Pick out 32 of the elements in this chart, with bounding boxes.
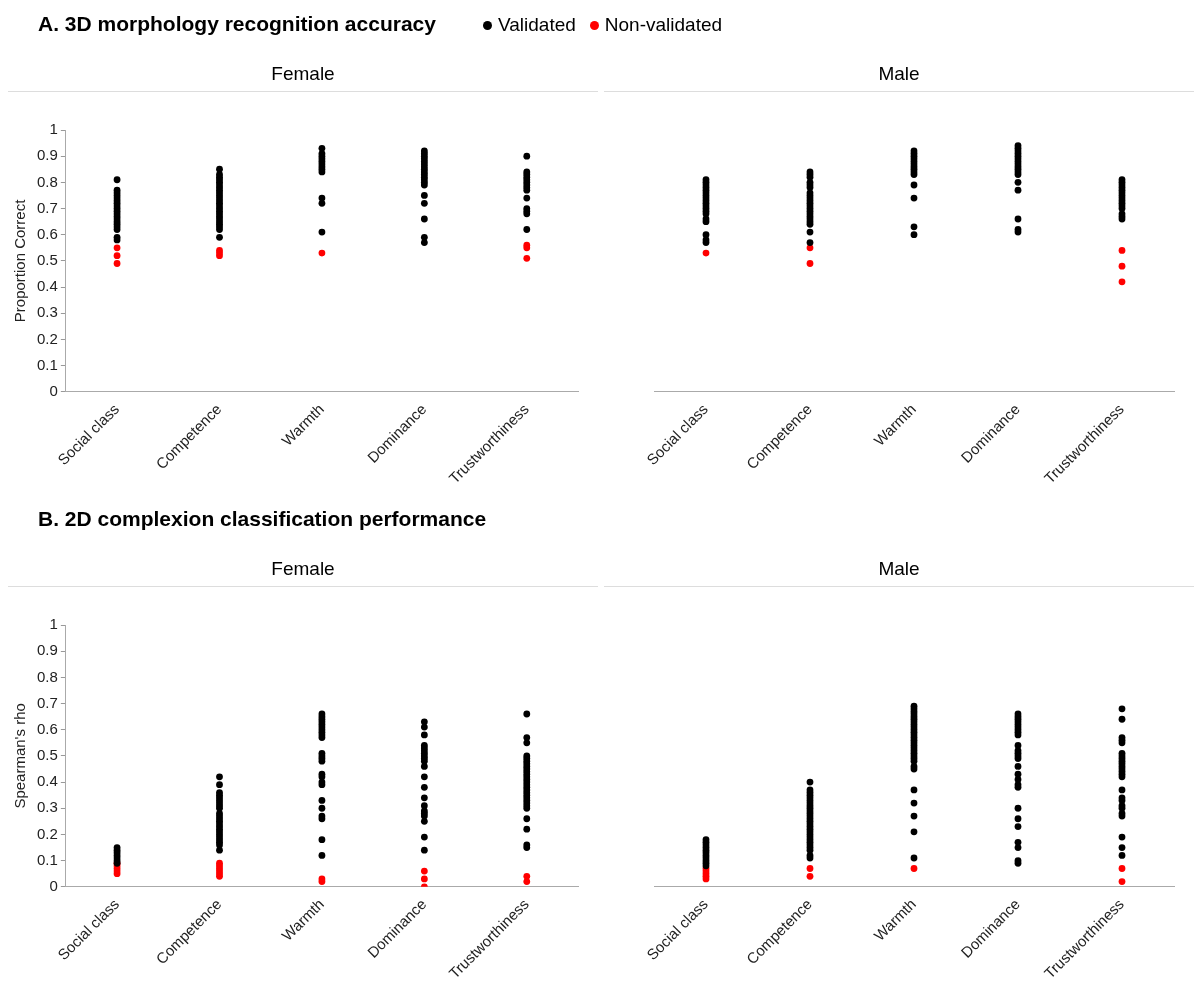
- y-tick-label: 1: [49, 120, 58, 138]
- y-tick-label: 0.4: [36, 772, 58, 790]
- y-tick-label: 0.5: [36, 746, 58, 764]
- y-tick-label: 0.2: [36, 329, 58, 347]
- chart-title: A. 3D morphology recognition accuracy: [38, 12, 436, 36]
- y-tick-label: 0.6: [36, 224, 58, 242]
- legend-label: Validated: [498, 14, 576, 36]
- y-tick-label: 1: [49, 615, 58, 633]
- y-tick-label: 0.4: [36, 277, 58, 295]
- y-tick-label: 0.1: [36, 355, 58, 373]
- y-tick-label: 0.3: [36, 798, 58, 816]
- y-tick-label: 0: [49, 876, 58, 894]
- y-axis-title: Spearman's rho: [11, 703, 29, 809]
- y-tick-label: 0.2: [36, 824, 58, 842]
- legend-label: Non-validated: [604, 14, 723, 36]
- y-tick-label: 0.8: [36, 667, 58, 685]
- y-tick-label: 0.9: [36, 146, 58, 164]
- y-tick-label: 0.5: [36, 251, 58, 269]
- y-tick-label: 0.7: [36, 198, 58, 216]
- chart-subtitle: Male: [604, 558, 1194, 587]
- y-tick-label: 0.6: [36, 719, 58, 737]
- y-tick-label: 0.1: [36, 850, 58, 868]
- y-tick-label: 0.8: [36, 172, 58, 190]
- y-tick-label: 0.7: [36, 693, 58, 711]
- y-tick-label: 0: [49, 381, 58, 399]
- y-tick-label: 0.9: [36, 641, 58, 659]
- y-axis-title: Proportion Correct: [11, 198, 29, 323]
- chart-title: B. 2D complexion classification performance: [38, 507, 487, 531]
- chart-subtitle: Female: [8, 63, 598, 92]
- y-tick-label: 0.3: [36, 303, 58, 321]
- chart-subtitle: Male: [604, 63, 1194, 92]
- chart-subtitle: Female: [8, 558, 598, 587]
